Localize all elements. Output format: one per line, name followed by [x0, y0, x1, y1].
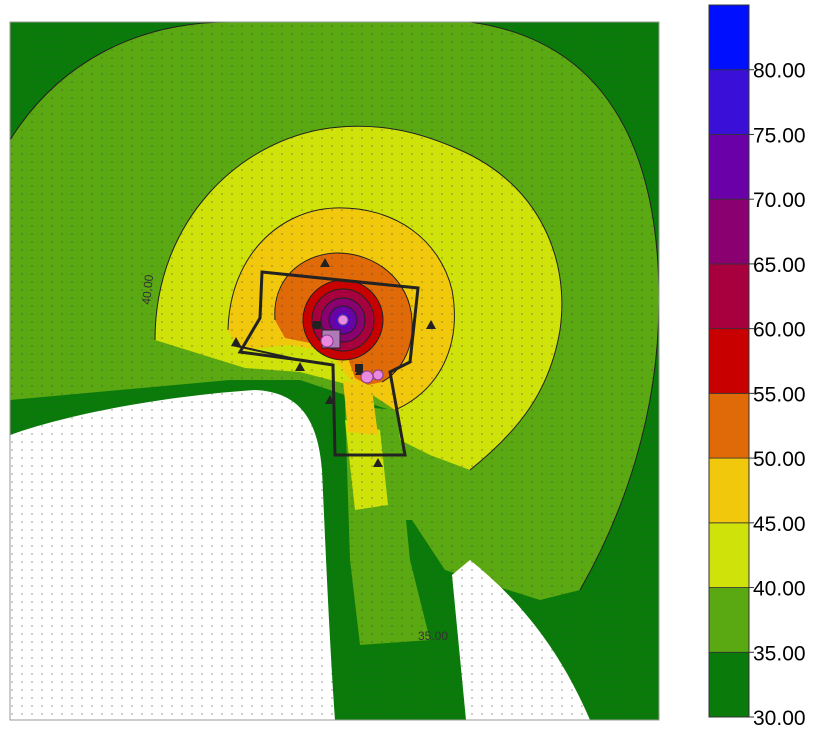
colorbar-tick-label: 65.00 — [753, 254, 806, 277]
access-road-line — [231, 344, 301, 361]
colorbar-tick-label: 75.00 — [753, 124, 806, 147]
colorbar-tick-label: 50.00 — [753, 448, 806, 471]
contour-label-35: 35.00 — [418, 629, 448, 643]
colorbar-tick-label: 45.00 — [753, 513, 806, 536]
equipment-square-icon — [355, 364, 363, 372]
colorbar-bin — [708, 522, 750, 588]
receiver-triangle-icon — [231, 337, 241, 346]
colorbar-tick-label: 35.00 — [753, 642, 806, 665]
colorbar-bin — [708, 4, 750, 71]
contour-line-45 — [227, 207, 455, 411]
source-circle-icon — [320, 334, 334, 348]
colorbar-tick-label: 70.00 — [753, 189, 806, 212]
colorbar-bin — [708, 587, 750, 653]
colorbar-bin — [708, 263, 750, 330]
colorbar-bin — [708, 69, 750, 135]
contour-label-40: 40.00 — [139, 274, 156, 306]
receiver-triangle-icon — [426, 320, 436, 329]
map-frame — [9, 21, 660, 721]
site-boundary — [237, 270, 420, 457]
receiver-triangle-icon — [373, 458, 383, 467]
colorbar-bin — [708, 457, 750, 524]
source-circle-icon — [337, 314, 349, 326]
colorbar-bin — [708, 328, 750, 394]
colorbar-tick-label: 80.00 — [753, 60, 806, 83]
contour-line-40 — [154, 125, 563, 471]
colorbar-bin — [708, 651, 750, 718]
colorbar-tick-label: 40.00 — [753, 578, 806, 601]
colorbar-frame — [708, 4, 750, 718]
receiver-triangle-icon — [325, 395, 335, 404]
receiver-triangle-icon — [320, 258, 330, 267]
contour-line-70 — [328, 305, 358, 335]
contour-line-60 — [311, 288, 375, 352]
colorbar-tick-label: 55.00 — [753, 383, 806, 406]
colorbar-bin — [708, 392, 750, 459]
colorbar-bin — [708, 134, 750, 200]
receiver-triangle-icon — [295, 362, 305, 371]
colorbar-bin — [708, 198, 750, 265]
source-circle-icon — [372, 369, 384, 381]
equipment-square-icon — [313, 321, 321, 329]
colorbar-tick-label: 60.00 — [753, 319, 806, 342]
colorbar-tick-label: 30.00 — [753, 707, 806, 729]
contour-line-65 — [320, 297, 366, 343]
